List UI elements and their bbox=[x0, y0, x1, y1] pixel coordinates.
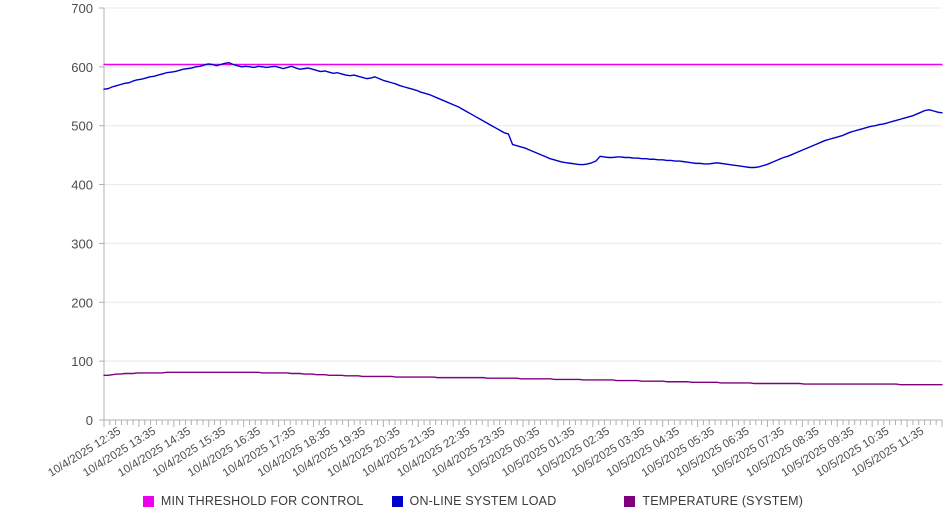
legend-label-min-threshold-for-control: MIN THRESHOLD FOR CONTROL bbox=[160, 494, 364, 508]
y-tick-label: 600 bbox=[71, 60, 93, 75]
legend-swatch-temperature-system bbox=[624, 495, 636, 507]
legend-item-temperature-system[interactable]: TEMPERATURE (SYSTEM) bbox=[624, 494, 803, 508]
legend-item-min-threshold-for-control[interactable]: MIN THRESHOLD FOR CONTROL bbox=[142, 494, 364, 508]
y-tick-label: 500 bbox=[71, 119, 93, 134]
legend-swatch-on-line-system-load bbox=[391, 495, 403, 507]
series-line bbox=[103, 62, 943, 169]
y-tick-label: 200 bbox=[71, 295, 93, 310]
y-axis: 0 100 200 300 400 500 600 700 bbox=[71, 1, 104, 428]
legend-label-temperature-system: TEMPERATURE (SYSTEM) bbox=[642, 494, 804, 508]
series-lines bbox=[103, 62, 943, 386]
y-tick-label: 700 bbox=[71, 1, 93, 16]
x-axis bbox=[103, 8, 943, 427]
series-line bbox=[103, 371, 943, 386]
legend-item-on-line-system-load[interactable]: ON-LINE SYSTEM LOAD bbox=[391, 494, 557, 508]
y-tick-label: 0 bbox=[86, 413, 93, 428]
legend-swatch-min-threshold-for-control bbox=[142, 495, 154, 507]
legend-label-on-line-system-load: ON-LINE SYSTEM LOAD bbox=[409, 494, 557, 508]
y-tick-label: 300 bbox=[71, 236, 93, 251]
y-tick-label: 100 bbox=[71, 354, 93, 369]
chart-legend: MIN THRESHOLD FOR CONTROL ON-LINE SYSTEM… bbox=[0, 494, 946, 508]
plot-background bbox=[104, 8, 942, 420]
y-tick-label: 400 bbox=[71, 178, 93, 193]
